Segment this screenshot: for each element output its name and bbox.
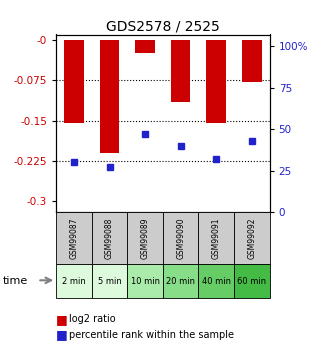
Text: 20 min: 20 min [166, 277, 195, 286]
Bar [92, 212, 127, 264]
Bar [100, 40, 119, 153]
Bar [135, 40, 155, 53]
Text: log2 ratio: log2 ratio [69, 314, 116, 324]
Text: 5 min: 5 min [98, 277, 121, 286]
Text: 2 min: 2 min [62, 277, 86, 286]
Text: percentile rank within the sample: percentile rank within the sample [69, 330, 234, 339]
Bar [127, 212, 163, 264]
Text: ■: ■ [56, 313, 68, 326]
Bar [64, 40, 84, 124]
Text: 10 min: 10 min [131, 277, 160, 286]
Bar [56, 212, 92, 264]
Text: GSM99088: GSM99088 [105, 217, 114, 259]
Text: GSM99092: GSM99092 [247, 217, 256, 259]
Bar [234, 212, 270, 264]
Text: time: time [3, 276, 29, 286]
Text: GSM99090: GSM99090 [176, 217, 185, 259]
Bar [171, 40, 190, 102]
Title: GDS2578 / 2525: GDS2578 / 2525 [106, 19, 220, 33]
Bar [198, 264, 234, 298]
Bar [92, 264, 127, 298]
Bar [198, 212, 234, 264]
Text: 60 min: 60 min [237, 277, 266, 286]
Text: ■: ■ [56, 328, 68, 341]
Bar [242, 40, 262, 82]
Bar [206, 40, 226, 124]
Bar [56, 264, 92, 298]
Text: GSM99089: GSM99089 [141, 217, 150, 259]
Bar [163, 264, 198, 298]
Text: 40 min: 40 min [202, 277, 231, 286]
Text: GSM99087: GSM99087 [69, 217, 78, 259]
Bar [234, 264, 270, 298]
Bar [163, 212, 198, 264]
Bar [127, 264, 163, 298]
Text: GSM99091: GSM99091 [212, 217, 221, 259]
